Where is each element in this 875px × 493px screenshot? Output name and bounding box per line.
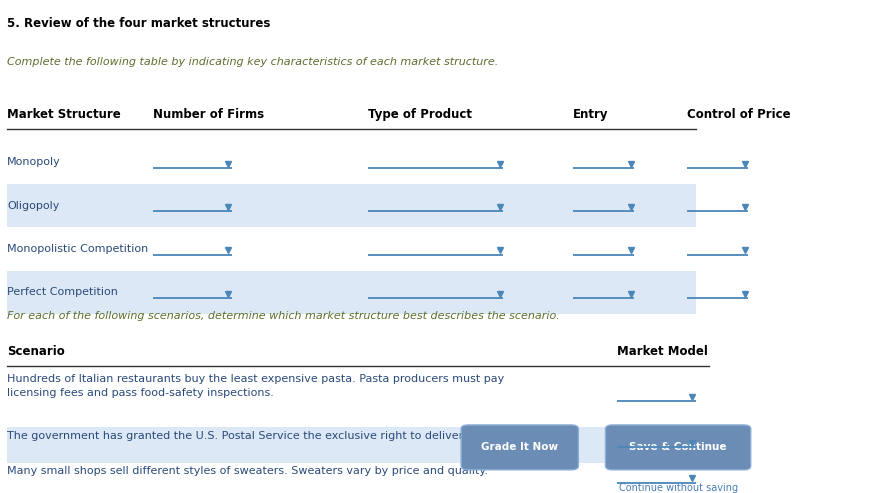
FancyBboxPatch shape bbox=[7, 427, 709, 463]
Text: Type of Product: Type of Product bbox=[368, 108, 472, 121]
Text: Grade It Now: Grade It Now bbox=[481, 442, 558, 453]
FancyBboxPatch shape bbox=[461, 425, 578, 470]
FancyBboxPatch shape bbox=[7, 371, 709, 427]
Text: Oligopoly: Oligopoly bbox=[7, 201, 60, 211]
Text: Save & Continue: Save & Continue bbox=[629, 442, 727, 453]
Text: For each of the following scenarios, determine which market structure best descr: For each of the following scenarios, det… bbox=[7, 311, 560, 320]
Text: Entry: Entry bbox=[573, 108, 609, 121]
Text: Control of Price: Control of Price bbox=[687, 108, 790, 121]
Text: Number of Firms: Number of Firms bbox=[153, 108, 264, 121]
Text: Market Model: Market Model bbox=[617, 345, 708, 358]
Text: Perfect Competition: Perfect Competition bbox=[7, 287, 118, 297]
Text: Many small shops sell different styles of sweaters. Sweaters vary by price and q: Many small shops sell different styles o… bbox=[7, 466, 488, 476]
Text: Hundreds of Italian restaurants buy the least expensive pasta. Pasta producers m: Hundreds of Italian restaurants buy the … bbox=[7, 374, 504, 398]
FancyBboxPatch shape bbox=[7, 227, 696, 271]
FancyBboxPatch shape bbox=[7, 184, 696, 227]
Text: The government has granted the U.S. Postal Service the exclusive right to delive: The government has granted the U.S. Post… bbox=[7, 431, 494, 441]
Text: Monopolistic Competition: Monopolistic Competition bbox=[7, 244, 148, 254]
Text: Scenario: Scenario bbox=[7, 345, 65, 358]
Text: 5. Review of the four market structures: 5. Review of the four market structures bbox=[7, 17, 270, 30]
FancyBboxPatch shape bbox=[7, 141, 696, 184]
Text: Complete the following table by indicating key characteristics of each market st: Complete the following table by indicati… bbox=[7, 57, 498, 67]
FancyBboxPatch shape bbox=[7, 271, 696, 314]
Text: Monopoly: Monopoly bbox=[7, 157, 60, 167]
FancyBboxPatch shape bbox=[7, 463, 709, 493]
FancyBboxPatch shape bbox=[606, 425, 751, 470]
Text: Continue without saving: Continue without saving bbox=[619, 483, 738, 493]
Text: Market Structure: Market Structure bbox=[7, 108, 121, 121]
